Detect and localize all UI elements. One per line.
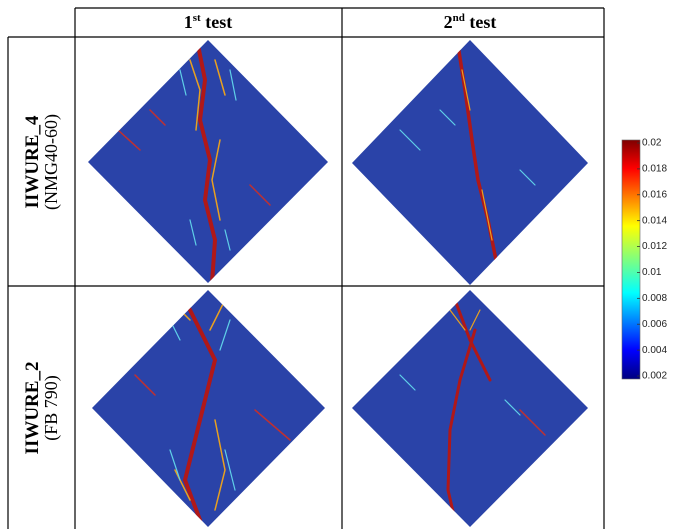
strain-map	[345, 35, 602, 290]
header-base: 1	[184, 12, 193, 32]
colorbar-tick-label: 0.01	[642, 267, 662, 278]
row-name: IIWURE_2	[22, 362, 43, 455]
colorbar-tick-label: 0.004	[642, 345, 667, 356]
strain-map	[80, 288, 340, 529]
header-rest: test	[465, 12, 496, 32]
row-material: (FB 790)	[41, 375, 62, 441]
row-label: IIWURE_4 (NMG40-60)	[22, 114, 62, 210]
colorbar-tick-label: 0.008	[642, 293, 667, 304]
row-material: (NMG40-60)	[41, 114, 62, 210]
header-base: 2	[444, 12, 453, 32]
colorbar-scale	[622, 140, 640, 379]
row-name: IIWURE_4	[22, 115, 43, 208]
figure: 1st test 2nd test IIWURE_4 (NMG40-60) II…	[0, 0, 677, 529]
colorbar-tick-label: 0.006	[642, 319, 667, 330]
strain-map	[345, 288, 602, 529]
column-header: 1st test	[184, 12, 232, 32]
column-header: 2nd test	[444, 12, 497, 32]
row-label: IIWURE_2 (FB 790)	[22, 362, 62, 455]
colorbar-tick-label: 0.002	[642, 371, 667, 382]
colorbar-tick-label: 0.02	[642, 138, 662, 149]
colorbar-tick-label: 0.018	[642, 164, 667, 175]
colorbar-tick-label: 0.016	[642, 189, 667, 200]
colorbar-tick-label: 0.014	[642, 215, 667, 226]
header-rest: test	[201, 12, 232, 32]
strain-map	[80, 35, 340, 290]
colorbar-tick-label: 0.012	[642, 241, 667, 252]
header-sup: nd	[453, 12, 465, 24]
colorbar: 0.02 0.018 0.016 0.014 0.012 0.01 0.008 0.006 0.…	[622, 138, 667, 382]
